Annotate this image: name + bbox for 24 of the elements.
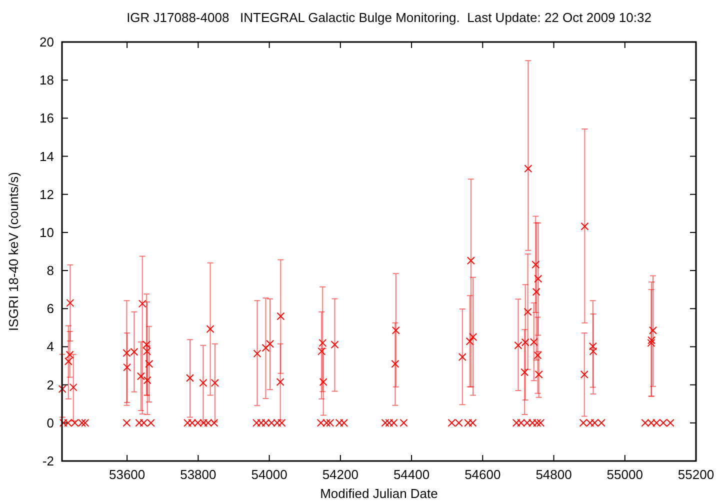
chart-title: IGR J17088-4008 INTEGRAL Galactic Bulge Monitoring. Last Update: 22 Oct 2009 10:32 [126,10,652,25]
x-axis-title: Modified Julian Date [320,486,438,501]
x-tick-label: 54200 [322,467,358,482]
y-tick-label: 10 [40,224,54,240]
y-tick-label: 18 [40,72,54,88]
x-tick-label: 54400 [393,467,430,482]
x-tick-label: 55000 [606,467,643,482]
y-tick-label: 8 [46,263,54,278]
y-tick-label: 14 [40,148,54,164]
x-tick-label: 54000 [251,467,288,482]
x-tick-label: 54600 [464,467,501,482]
x-tick-label: 53600 [108,467,146,482]
y-tick-label: 4 [46,339,54,354]
x-tick-label: 55200 [678,467,714,482]
y-tick-label: 0 [46,415,54,430]
y-tick-label: -2 [42,454,54,468]
y-tick-label: 12 [40,186,54,202]
x-tick-label: 53800 [180,467,216,482]
x-tick-label: 54800 [536,467,572,482]
y-tick-label: 2 [46,377,54,392]
y-tick-label: 20 [40,34,54,50]
y-tick-label: 6 [46,301,54,316]
y-tick-label: 16 [40,110,54,126]
y-axis-title: ISGRI 18-40 keV (counts/s) [6,172,21,331]
